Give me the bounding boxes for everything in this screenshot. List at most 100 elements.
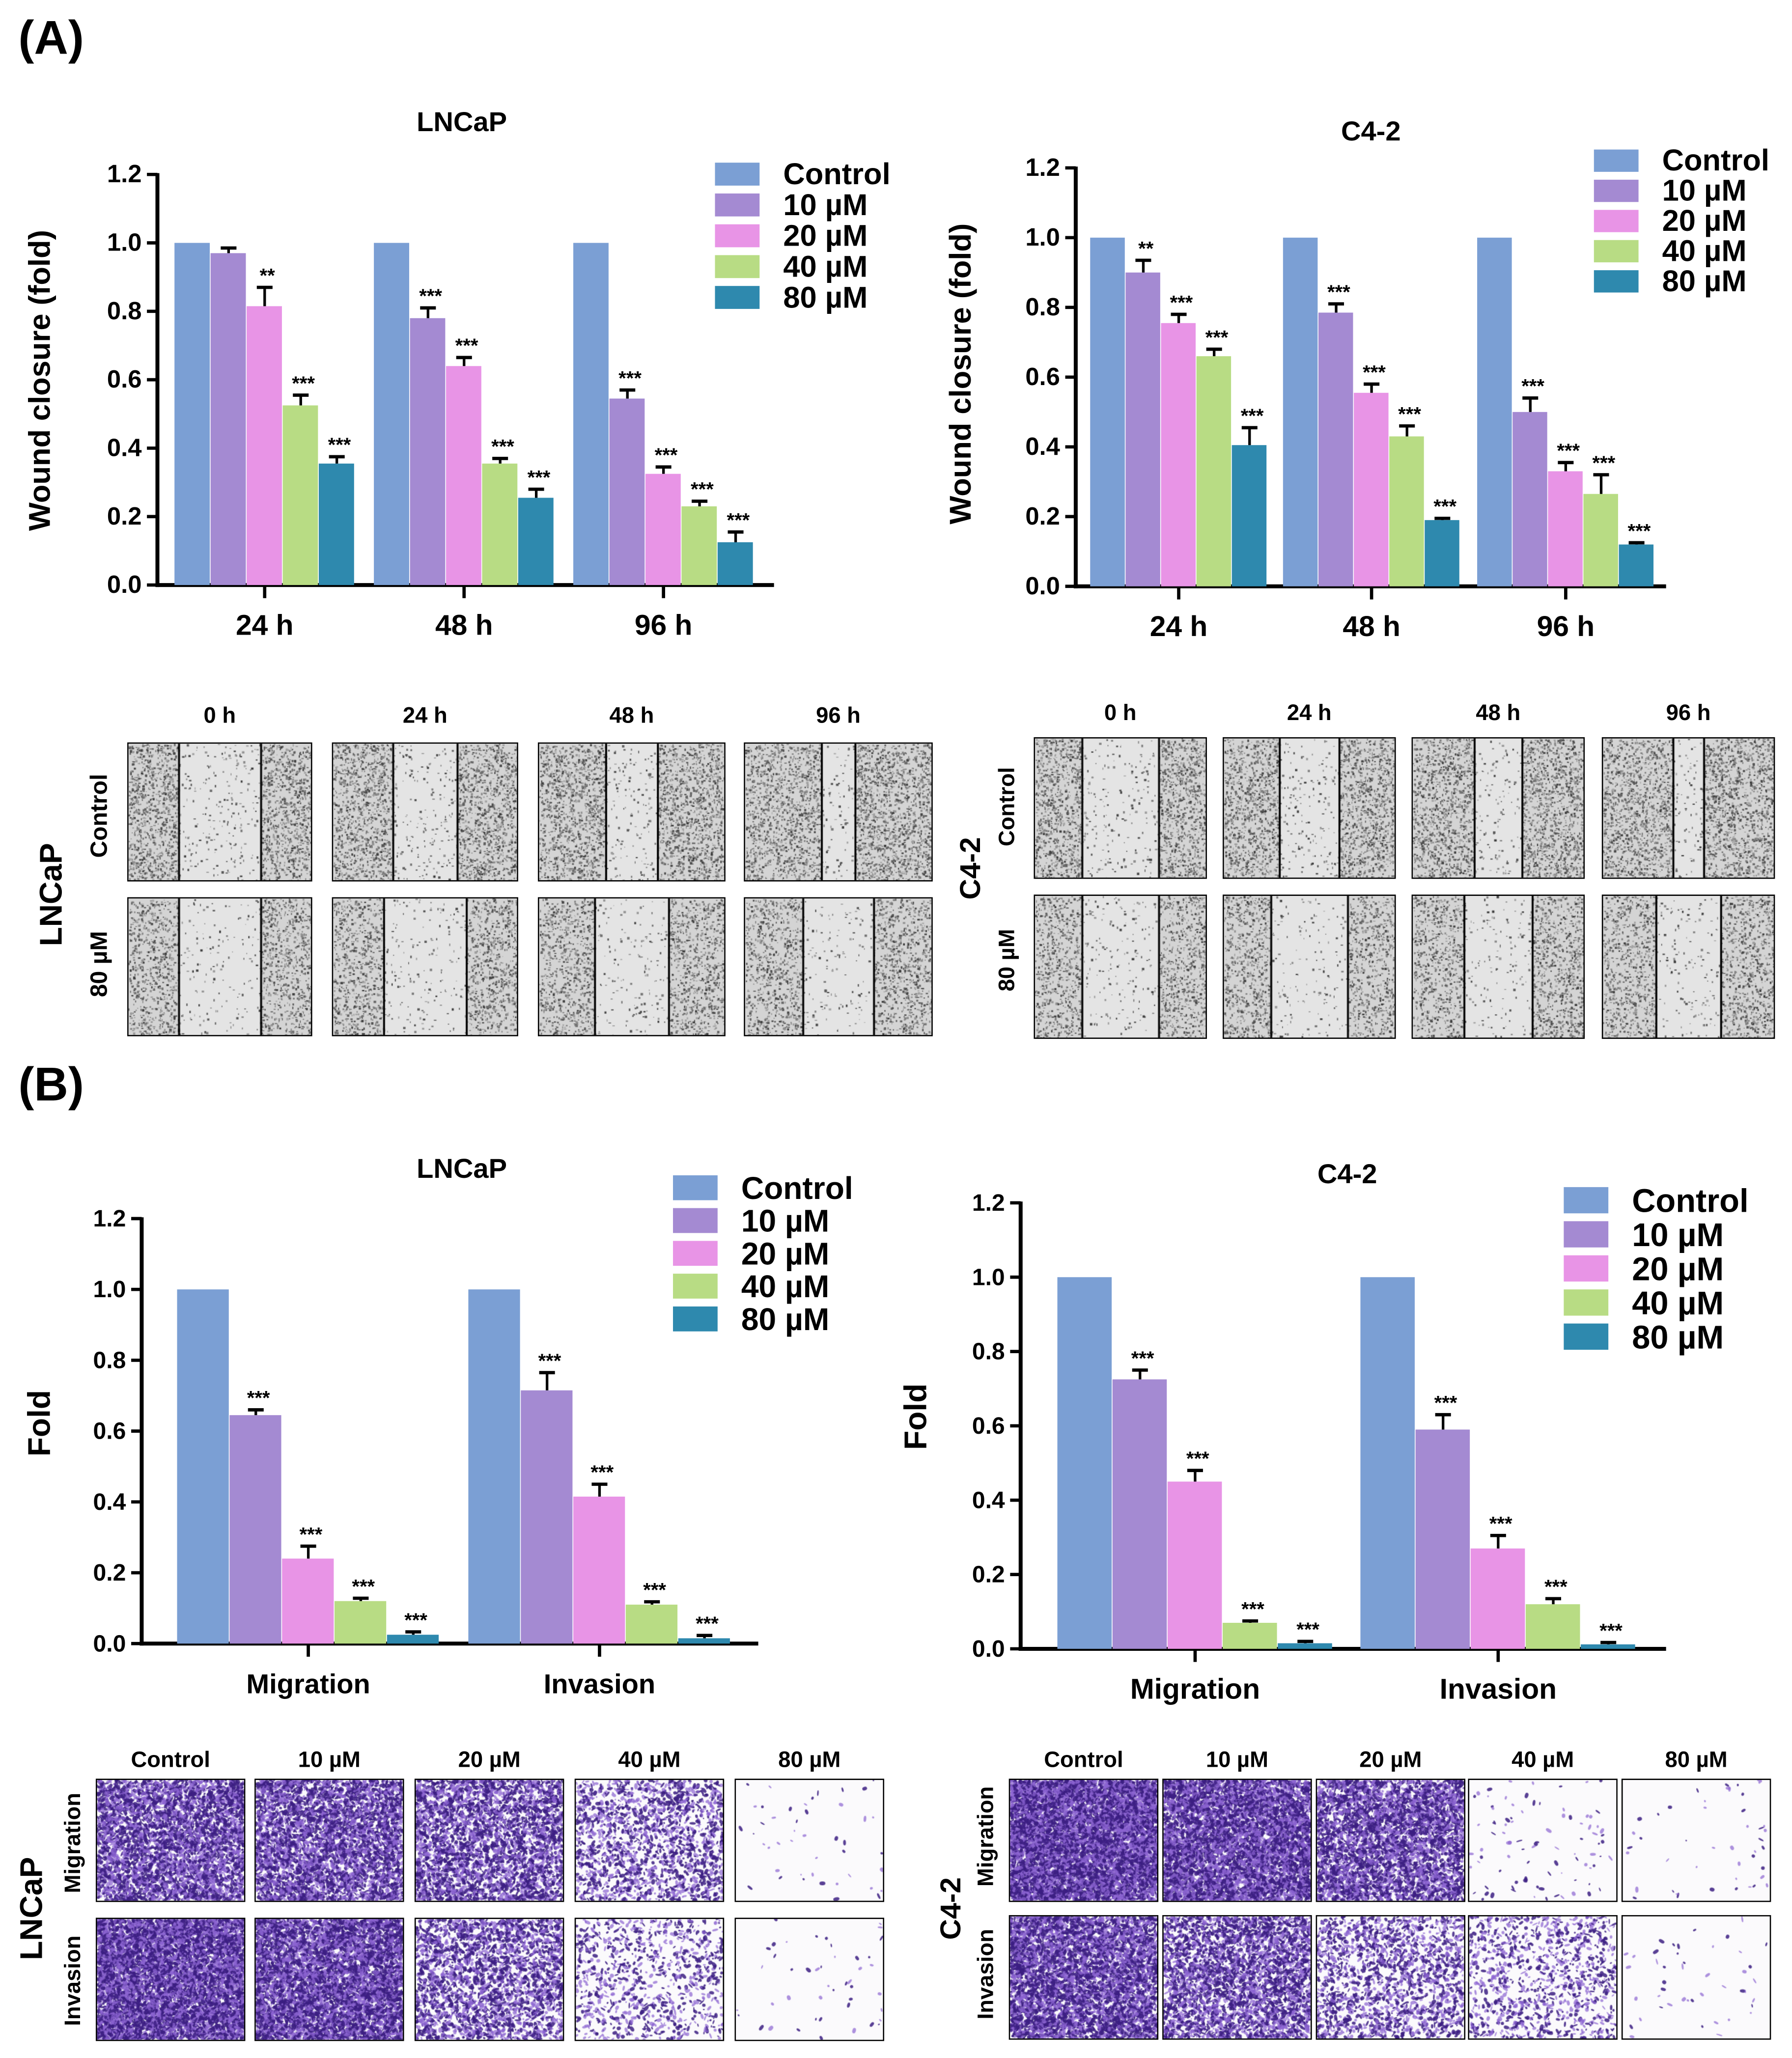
transwell-image: [1621, 1779, 1771, 1902]
time-header: 0 h: [203, 703, 236, 728]
significance-label: ***: [696, 1613, 719, 1635]
significance-label: ***: [292, 373, 315, 394]
bar: [247, 306, 282, 585]
bar: [1583, 494, 1618, 586]
bar: [282, 405, 318, 585]
y-tick-label: 0.6: [107, 365, 142, 393]
transwell-image: [1468, 1915, 1618, 2040]
legend-swatch: [673, 1175, 718, 1200]
x-tick-label: Migration: [1130, 1673, 1260, 1705]
bar: [1619, 544, 1654, 586]
transwell-image: [95, 1779, 246, 1902]
bar: [1057, 1277, 1112, 1649]
chart-0: LNCaP Wound closure (fold) 0.0 0.2 0.4 0.6 0.8…: [23, 106, 890, 641]
wound-healing-image: [1411, 737, 1585, 879]
legend-swatch: [715, 163, 760, 186]
legend-swatch: [673, 1274, 718, 1299]
significance-label: ***: [618, 367, 642, 389]
wound-healing-image: [1411, 894, 1585, 1039]
legend-swatch: [1594, 270, 1639, 293]
significance-label: ***: [1186, 1448, 1209, 1470]
bar: [717, 542, 753, 585]
legend-swatch: [1564, 1221, 1609, 1248]
legend-label: 10 µM: [741, 1203, 829, 1239]
y-tick-label: 1.0: [1025, 223, 1060, 251]
significance-label: ***: [590, 1462, 614, 1483]
transwell-image: [1316, 1779, 1466, 1902]
significance-label: ***: [300, 1524, 323, 1545]
wound-healing-image: [1222, 737, 1396, 879]
significance-label: ***: [1327, 281, 1350, 303]
significance-label: ***: [1131, 1348, 1154, 1369]
transwell-image: [574, 1918, 725, 2041]
dose-header: 40 µM: [618, 1747, 681, 1772]
bar: [1222, 1622, 1277, 1649]
chart-title: C4-2: [1341, 115, 1401, 146]
legend-swatch: [715, 224, 760, 248]
wound-healing-image: [744, 742, 933, 882]
cell-line-label: C4-2: [953, 837, 987, 900]
legend-swatch: [673, 1208, 718, 1233]
dose-header: 80 µM: [1665, 1747, 1728, 1772]
y-tick-label: 1.0: [972, 1264, 1005, 1290]
bar: [681, 506, 717, 585]
row-label: Invasion: [60, 1935, 85, 2026]
transwell-image: [414, 1779, 564, 1902]
significance-label: ***: [1241, 405, 1264, 427]
bar: [446, 366, 481, 585]
chart-title: LNCaP: [417, 1153, 507, 1184]
row-label: Control: [85, 774, 112, 858]
y-tick-label: 0.2: [107, 502, 142, 530]
significance-label: ***: [352, 1576, 375, 1597]
transwell-image: [734, 1918, 884, 2041]
x-tick-label: 24 h: [1150, 611, 1208, 642]
y-tick-label: 0.8: [107, 297, 142, 325]
bar: [1360, 1277, 1415, 1649]
legend-label: 10 µM: [783, 188, 868, 222]
y-tick-label: 0.4: [93, 1489, 126, 1515]
transwell-image: [574, 1779, 725, 1902]
y-tick-label: 0.4: [107, 433, 142, 461]
wound-healing-image: [332, 897, 518, 1036]
transwell-image: [414, 1918, 564, 2041]
bar: [335, 1601, 387, 1644]
transwell-image: [254, 1779, 404, 1902]
bar: [229, 1415, 281, 1644]
bar: [609, 398, 645, 585]
transwell-image: [1008, 1915, 1159, 2040]
legend-swatch: [1594, 240, 1639, 263]
time-header: 96 h: [1666, 700, 1711, 725]
significance-label: ***: [491, 436, 514, 458]
wound-healing-image: [537, 897, 726, 1036]
bar: [482, 463, 518, 585]
legend-label: Control: [741, 1170, 853, 1206]
bar: [318, 463, 354, 585]
bar: [374, 243, 409, 585]
legend-label: 20 µM: [783, 219, 868, 253]
y-tick-label: 0.4: [972, 1487, 1005, 1513]
y-tick-label: 0.2: [972, 1561, 1005, 1588]
y-tick-label: 1.2: [93, 1205, 126, 1232]
y-tick-label: 0.8: [1025, 293, 1060, 321]
significance-label: ***: [1296, 1619, 1319, 1641]
significance-label: **: [1138, 238, 1154, 259]
bar: [1161, 323, 1196, 586]
bar: [210, 253, 246, 585]
bar: [282, 1558, 334, 1644]
transwell-image: [95, 1918, 246, 2041]
panel-label-b: (B): [18, 1057, 84, 1111]
legend-swatch: [673, 1306, 718, 1332]
bar: [1581, 1644, 1635, 1649]
bar: [1389, 436, 1424, 586]
row-label: Control: [994, 767, 1020, 847]
legend-swatch: [1594, 179, 1639, 202]
y-tick-label: 1.0: [107, 228, 142, 256]
legend-label: 40 µM: [1632, 1285, 1724, 1322]
legend-swatch: [673, 1241, 718, 1266]
x-tick-label: Invasion: [1440, 1673, 1557, 1705]
significance-label: ***: [1434, 1392, 1457, 1414]
significance-label: ***: [328, 434, 351, 456]
legend-swatch: [715, 286, 760, 309]
significance-label: ***: [419, 285, 442, 307]
